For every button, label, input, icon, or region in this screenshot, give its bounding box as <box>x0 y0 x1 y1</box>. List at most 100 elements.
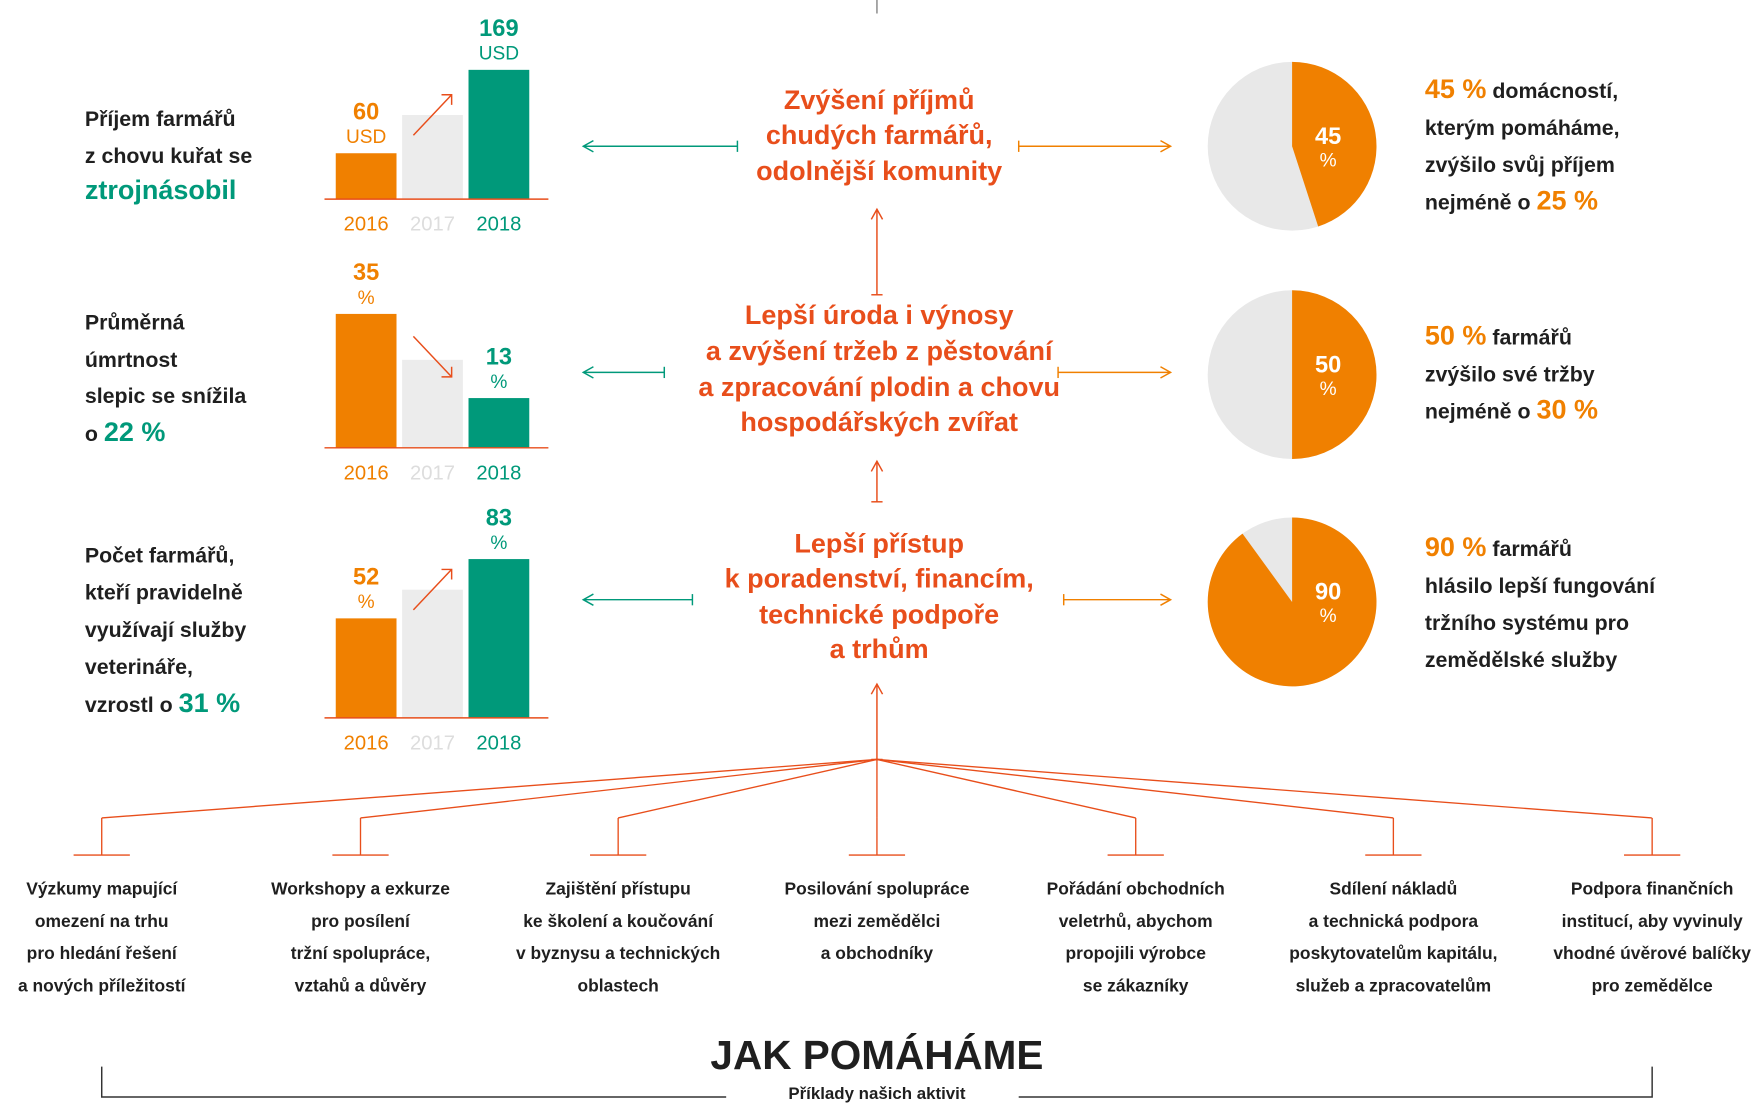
orange-arrow-head <box>1160 140 1173 153</box>
text-line: Příjem farmářů <box>85 107 236 131</box>
text-line: zvýšilo své tržby <box>1425 362 1595 386</box>
text-line: nejméně o 30 % <box>1425 395 1598 425</box>
text-line: úmrtnost <box>85 348 178 372</box>
activity-line: Výzkumy mapující <box>26 878 178 898</box>
outcome-line: Lepší přístup <box>794 528 964 558</box>
tree-branch <box>876 758 1136 819</box>
text-line: veterináře, <box>85 655 193 679</box>
year-label: 2017 <box>410 732 455 754</box>
tree-branch <box>360 758 878 819</box>
highlight: ztrojnásobil <box>85 175 237 205</box>
outcome-line: a trhům <box>830 634 929 664</box>
text-segment: Počet farmářů, <box>85 544 235 568</box>
text-segment: veterináře, <box>85 655 193 679</box>
trend-arrow <box>412 94 453 136</box>
text-segment: farmářů <box>1486 325 1571 349</box>
highlight: 90 % <box>1425 532 1487 562</box>
year-label: 2016 <box>344 732 389 754</box>
year-label: 2018 <box>476 214 521 236</box>
pie-slice <box>1292 290 1377 460</box>
activity-line: Workshopy a exkurze <box>271 878 450 898</box>
activity-line: veletrhů, abychom <box>1059 911 1213 931</box>
activity-line: Sdílení nákladů <box>1329 878 1457 898</box>
activity-line: pro zemědělce <box>1592 975 1713 995</box>
text-line: hlásilo lepší fungování <box>1425 574 1656 598</box>
trend-arrow <box>412 568 453 611</box>
activity-line: se zákazníky <box>1083 975 1189 995</box>
activity-line: omezení na trhu <box>35 911 169 931</box>
pie-value: 45 <box>1315 124 1341 150</box>
pie-unit: % <box>1320 606 1337 627</box>
footer-bracket <box>100 1066 1653 1098</box>
teal-arrow-head <box>581 593 594 606</box>
activity-line: mezi zemědělci <box>814 911 941 931</box>
highlight: 30 % <box>1536 395 1598 425</box>
tree-branch <box>876 758 1394 819</box>
text-line: 50 % farmářů <box>1425 320 1572 350</box>
footer-subtitle: Příklady našich aktivit <box>788 1084 965 1103</box>
activity-line: v byznysu a technických <box>516 943 720 963</box>
pie-value: 90 <box>1315 580 1341 606</box>
year-label: 2017 <box>410 214 455 236</box>
bar <box>335 313 397 448</box>
value-label: 52 <box>353 565 379 591</box>
trend-arrow-head <box>441 568 453 580</box>
text-segment: využívají služby <box>85 618 247 642</box>
pie-value: 50 <box>1315 352 1341 378</box>
text-segment: Průměrná <box>85 311 185 335</box>
value-label: 13 <box>486 344 512 370</box>
text-line: 45 % domácností, <box>1425 74 1618 104</box>
text-line: ztrojnásobil <box>85 175 237 205</box>
text-line: nejméně o 25 % <box>1425 185 1598 215</box>
trend-arrow <box>412 335 453 378</box>
pie-slice <box>1292 61 1377 227</box>
bar <box>468 69 530 200</box>
activity-line: poskytovatelům kapitálu, <box>1289 943 1497 963</box>
activity-line: Pořádání obchodních <box>1047 878 1225 898</box>
value-unit: % <box>490 533 507 554</box>
up-arrow-head <box>870 207 884 220</box>
outcome-line: odolnější komunity <box>756 156 1002 186</box>
highlight: 45 % <box>1425 74 1487 104</box>
activity-line: Posilování spolupráce <box>784 878 969 898</box>
orange-arrow-head <box>1160 366 1173 379</box>
activity-line: institucí, aby vyvinuly <box>1562 911 1743 931</box>
text-segment: nejméně o <box>1425 400 1537 424</box>
outcome-line: technické podpoře <box>759 599 999 629</box>
highlight: 25 % <box>1536 185 1598 215</box>
tree-branch <box>876 758 1653 819</box>
activity-line: tržní spolupráce, <box>291 943 430 963</box>
pie-unit: % <box>1320 151 1337 172</box>
activity-line: ke školení a koučování <box>523 911 714 931</box>
activity-line: vhodné úvěrové balíčky <box>1553 943 1751 963</box>
value-label: 83 <box>486 505 512 531</box>
text-segment: nejméně o <box>1425 190 1537 214</box>
trend-arrow-head <box>441 366 453 378</box>
bar <box>402 589 463 718</box>
text-line: tržního systému pro <box>1425 611 1629 635</box>
highlight: 22 % <box>104 417 166 447</box>
tree-branch <box>101 758 877 819</box>
highlight: 31 % <box>179 688 241 718</box>
text-segment: zemědělské služby <box>1425 648 1617 672</box>
text-line: kterým pomáháme, <box>1425 116 1620 140</box>
bar <box>335 618 397 718</box>
teal-arrow-head <box>581 366 594 379</box>
year-label: 2016 <box>344 462 389 484</box>
text-line: Průměrná <box>85 311 185 335</box>
activity-line: pro hledání řešení <box>27 943 178 963</box>
text-segment: z chovu kuřat se <box>85 144 252 168</box>
value-label: 60 <box>353 99 379 125</box>
text-segment: farmářů <box>1486 537 1571 561</box>
orange-arrow-head <box>1160 593 1173 606</box>
activity-line: oblastech <box>577 975 658 995</box>
up-arrow-head <box>870 459 884 472</box>
outcome-line: k poradenství, financím, <box>725 563 1034 593</box>
text-segment: kterým pomáháme, <box>1425 116 1620 140</box>
outcome-line: hospodářských zvířat <box>740 407 1018 437</box>
text-line: 90 % farmářů <box>1425 532 1572 562</box>
text-segment: Příjem farmářů <box>85 107 236 131</box>
text-line: využívají služby <box>85 618 247 642</box>
bar <box>468 559 530 718</box>
